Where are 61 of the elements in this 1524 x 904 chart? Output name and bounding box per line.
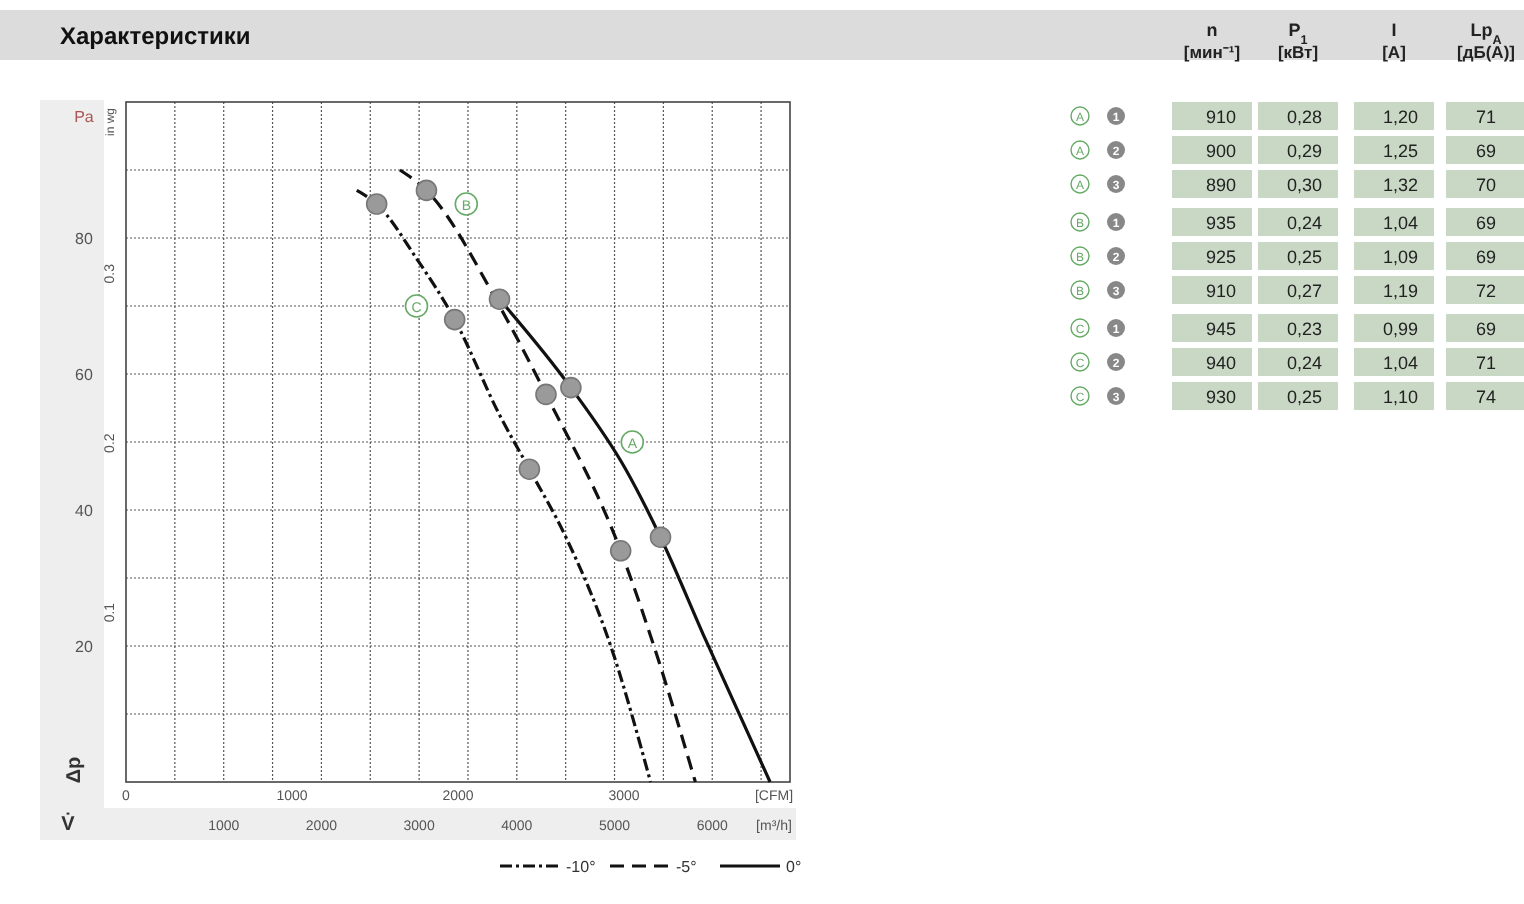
text: 0,99	[1382, 319, 1418, 339]
category-label: I [A]	[1382, 20, 1407, 62]
chart-title: Характеристики	[60, 22, 251, 50]
text: 69	[1475, 213, 1497, 233]
text: 1,10	[1382, 387, 1418, 407]
text: 925	[1205, 247, 1236, 267]
text: 1,04	[1382, 353, 1418, 373]
text: 69	[1475, 141, 1497, 161]
y-axis-title: Pa	[74, 108, 95, 126]
text: 74	[1475, 387, 1497, 407]
text: 0,30	[1286, 175, 1322, 195]
point	[365, 193, 388, 215]
text: 945	[1205, 319, 1236, 339]
text: 0,24	[1286, 213, 1322, 233]
point	[649, 526, 672, 548]
point	[415, 179, 438, 202]
text: 72	[1475, 281, 1497, 301]
text: 0,23	[1286, 319, 1322, 339]
text: 1,20	[1382, 107, 1418, 127]
legend-label: -5°	[676, 858, 697, 876]
category-label: P$_{1}$ [кВт]	[1277, 20, 1319, 62]
text: 0,28	[1286, 107, 1322, 127]
y-tick-label: 80	[75, 230, 94, 248]
text: 0,27	[1286, 281, 1322, 301]
legend-label: -10°	[566, 858, 596, 876]
text: 890	[1205, 175, 1236, 195]
text: 0,29	[1286, 141, 1322, 161]
y-tick-label: 60	[75, 366, 94, 384]
text: Δp	[64, 756, 86, 784]
text: V̇	[61, 811, 76, 836]
point	[443, 308, 466, 331]
text: 910	[1205, 281, 1236, 301]
text: 71	[1475, 353, 1497, 373]
text: 910	[1205, 107, 1236, 127]
point	[518, 458, 541, 480]
text: 0,24	[1286, 353, 1322, 373]
text: 1,09	[1382, 247, 1418, 267]
text: 940	[1205, 353, 1236, 373]
text: 935	[1205, 213, 1236, 233]
legend-label: 0°	[786, 858, 802, 876]
y-tick-label: 40	[75, 502, 94, 520]
category-label: Lp$_{A}$ [дБ(A)]	[1457, 20, 1516, 62]
text: 69	[1475, 247, 1497, 267]
text: 0,25	[1286, 387, 1322, 407]
text: 930	[1205, 387, 1236, 407]
text: 900	[1205, 141, 1236, 161]
text: 69	[1475, 319, 1497, 339]
text: 1,25	[1382, 141, 1418, 161]
text: 1,04	[1382, 213, 1418, 233]
text: 0,25	[1286, 247, 1322, 267]
y-tick-label: 20	[75, 638, 94, 656]
point	[609, 540, 632, 562]
line-series	[355, 188, 653, 784]
point	[488, 288, 511, 310]
text: 1,32	[1382, 175, 1418, 195]
point	[560, 376, 582, 399]
category-label: n [мин⁻¹]	[1183, 20, 1241, 62]
text: 1,19	[1382, 281, 1418, 301]
text: 71	[1475, 107, 1497, 127]
text: 70	[1475, 175, 1497, 195]
point	[535, 383, 557, 406]
